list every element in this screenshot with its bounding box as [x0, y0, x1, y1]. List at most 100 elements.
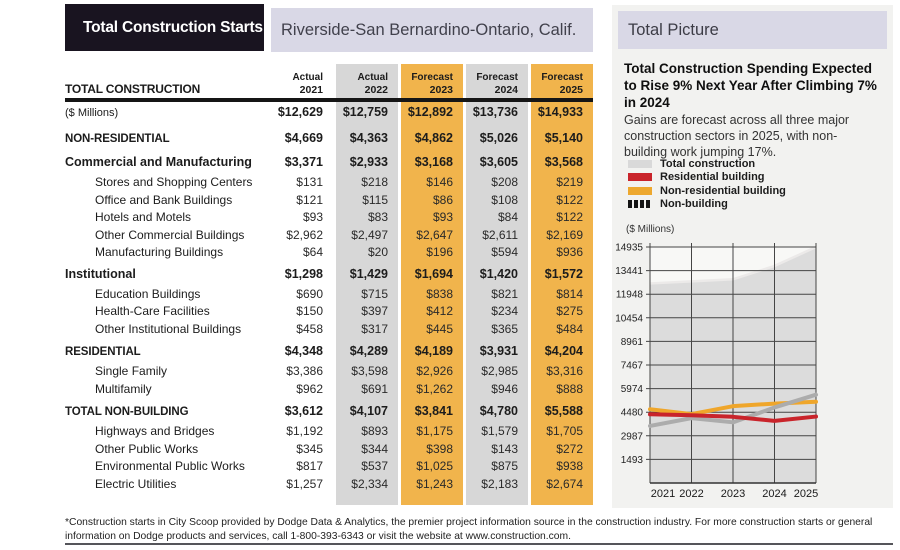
row-value: $3,168	[414, 155, 453, 169]
row-value: $3,605	[479, 155, 518, 169]
legend-item: Total construction	[628, 157, 786, 171]
table-row: Manufacturing Buildings $64 $20 $196 $594 $93…	[65, 245, 593, 263]
row-value: $3,612	[284, 404, 323, 418]
table-header-row: TOTAL CONSTRUCTION Actual 2021 Actual 2022 F…	[65, 64, 593, 102]
row-value: $817	[296, 459, 323, 473]
row-value: $5,140	[544, 131, 583, 145]
row-value: $1,705	[546, 424, 583, 438]
legend-item: Non-residential building	[628, 184, 786, 198]
row-value: $946	[491, 381, 518, 396]
row-value: $196	[426, 245, 453, 259]
row-label: Manufacturing Buildings	[95, 245, 224, 259]
row-value: $4,204	[544, 344, 583, 358]
table-corner-label: TOTAL CONSTRUCTION	[65, 82, 201, 96]
row-value: $2,611	[482, 227, 518, 242]
row-value: $2,674	[546, 476, 583, 491]
row-value: $2,334	[351, 476, 388, 491]
row-value: $1,572	[544, 266, 583, 281]
row-value: $537	[361, 459, 388, 473]
row-value: $14,933	[537, 105, 583, 119]
x-tick-label: 2024	[762, 488, 786, 500]
row-label: Highways and Bridges	[95, 424, 215, 438]
row-value: $344	[361, 441, 388, 456]
bottom-divider	[65, 543, 893, 545]
row-label: Office and Bank Buildings	[95, 192, 233, 207]
column-headers: Actual 2021 Actual 2022 Forecast 2023 Forecast…	[268, 72, 593, 98]
table-row: Multifamily $962 $691 $1,262 $946 $888	[65, 382, 593, 400]
row-label: Other Commercial Buildings	[95, 227, 245, 242]
table-row: Other Public Works $345 $344 $398 $143 $272	[65, 442, 593, 460]
column-period: Forecast	[476, 72, 518, 84]
row-label: Hotels and Motels	[95, 210, 192, 224]
x-tick-label: 2022	[679, 488, 703, 500]
row-value: $234	[491, 304, 518, 318]
table-body: ($ Millions) $12,629 $12,759 $12,892 $13,736…	[65, 105, 593, 494]
y-tick-label: 13441	[615, 266, 643, 277]
row-value: $1,429	[349, 266, 388, 281]
row-value: $5,588	[544, 404, 583, 418]
row-value: $12,892	[407, 105, 453, 119]
row-label: Other Public Works	[95, 441, 199, 456]
x-tick-label: 2025	[794, 488, 818, 500]
legend-label: Total construction	[660, 157, 756, 170]
table-row: Commercial and Manufacturing $3,371 $2,933…	[65, 155, 593, 175]
row-value: $208	[491, 175, 518, 189]
row-value: $838	[426, 286, 453, 301]
y-tick-label: 4480	[621, 408, 644, 419]
row-value: $83	[367, 210, 388, 224]
panel-title-text: Total Picture	[628, 20, 719, 39]
row-value: $690	[296, 286, 323, 301]
table-row: Office and Bank Buildings $121 $115 $86 $108…	[65, 193, 593, 211]
row-value: $2,647	[416, 227, 453, 242]
row-value: $93	[432, 210, 453, 224]
row-value: $875	[491, 459, 518, 473]
row-value: $412	[426, 304, 453, 318]
legend-swatch	[628, 159, 652, 168]
table-row: Stores and Shopping Centers $131 $218 $146 $…	[65, 175, 593, 193]
row-value: $93	[302, 210, 323, 224]
y-tick-label: 7467	[621, 361, 644, 372]
table-row: NON-RESIDENTIAL $4,669 $4,363 $4,862 $5,026 $…	[65, 131, 593, 151]
row-value: $458	[296, 321, 323, 336]
column-year: 2022	[364, 83, 388, 96]
row-value: $64	[302, 245, 323, 259]
y-tick-label: 14935	[615, 243, 643, 254]
report-title: Total Construction Starts	[65, 4, 264, 51]
legend-item: Residential building	[628, 171, 786, 185]
row-value: $86	[432, 192, 453, 207]
row-value: $108	[491, 192, 518, 207]
row-value: $1,262	[416, 381, 453, 396]
row-value: $365	[491, 321, 518, 336]
row-value: $3,386	[286, 364, 323, 378]
column-band-2024	[466, 64, 528, 505]
column-period: Forecast	[411, 72, 453, 84]
row-value: $20	[367, 245, 388, 259]
row-value: $397	[361, 304, 388, 318]
row-value: $13,736	[472, 105, 518, 119]
row-value: $821	[491, 286, 518, 301]
table-row: Other Commercial Buildings $2,962 $2,497 $2…	[65, 228, 593, 246]
row-value: $122	[556, 210, 583, 224]
row-value: $2,497	[351, 227, 388, 242]
row-value: $115	[362, 192, 388, 207]
row-label: Commercial and Manufacturing	[65, 155, 252, 169]
row-value: $691	[361, 381, 388, 396]
column-year: 2024	[494, 83, 518, 96]
row-value: $150	[296, 304, 323, 318]
column-header-2021: Actual 2021	[271, 72, 333, 98]
row-value: $594	[491, 245, 518, 259]
row-label: RESIDENTIAL	[65, 346, 141, 358]
row-value: $12,759	[342, 105, 388, 119]
panel-headline: Total Construction Spending Expected to …	[624, 61, 877, 111]
row-value: $4,780	[479, 404, 518, 418]
chart-legend: Total construction Residential building No…	[628, 157, 786, 211]
column-header-2024: Forecast 2024	[466, 72, 528, 98]
row-value: $3,931	[479, 344, 518, 358]
row-value: $962	[296, 381, 323, 396]
y-tick-label: 1493	[621, 455, 644, 466]
y-tick-label: 10454	[615, 313, 643, 324]
row-value: $272	[556, 441, 583, 456]
report-title-text: Total Construction Starts	[83, 18, 263, 36]
row-label: TOTAL NON-BUILDING	[65, 406, 189, 418]
column-period: Forecast	[541, 72, 583, 84]
